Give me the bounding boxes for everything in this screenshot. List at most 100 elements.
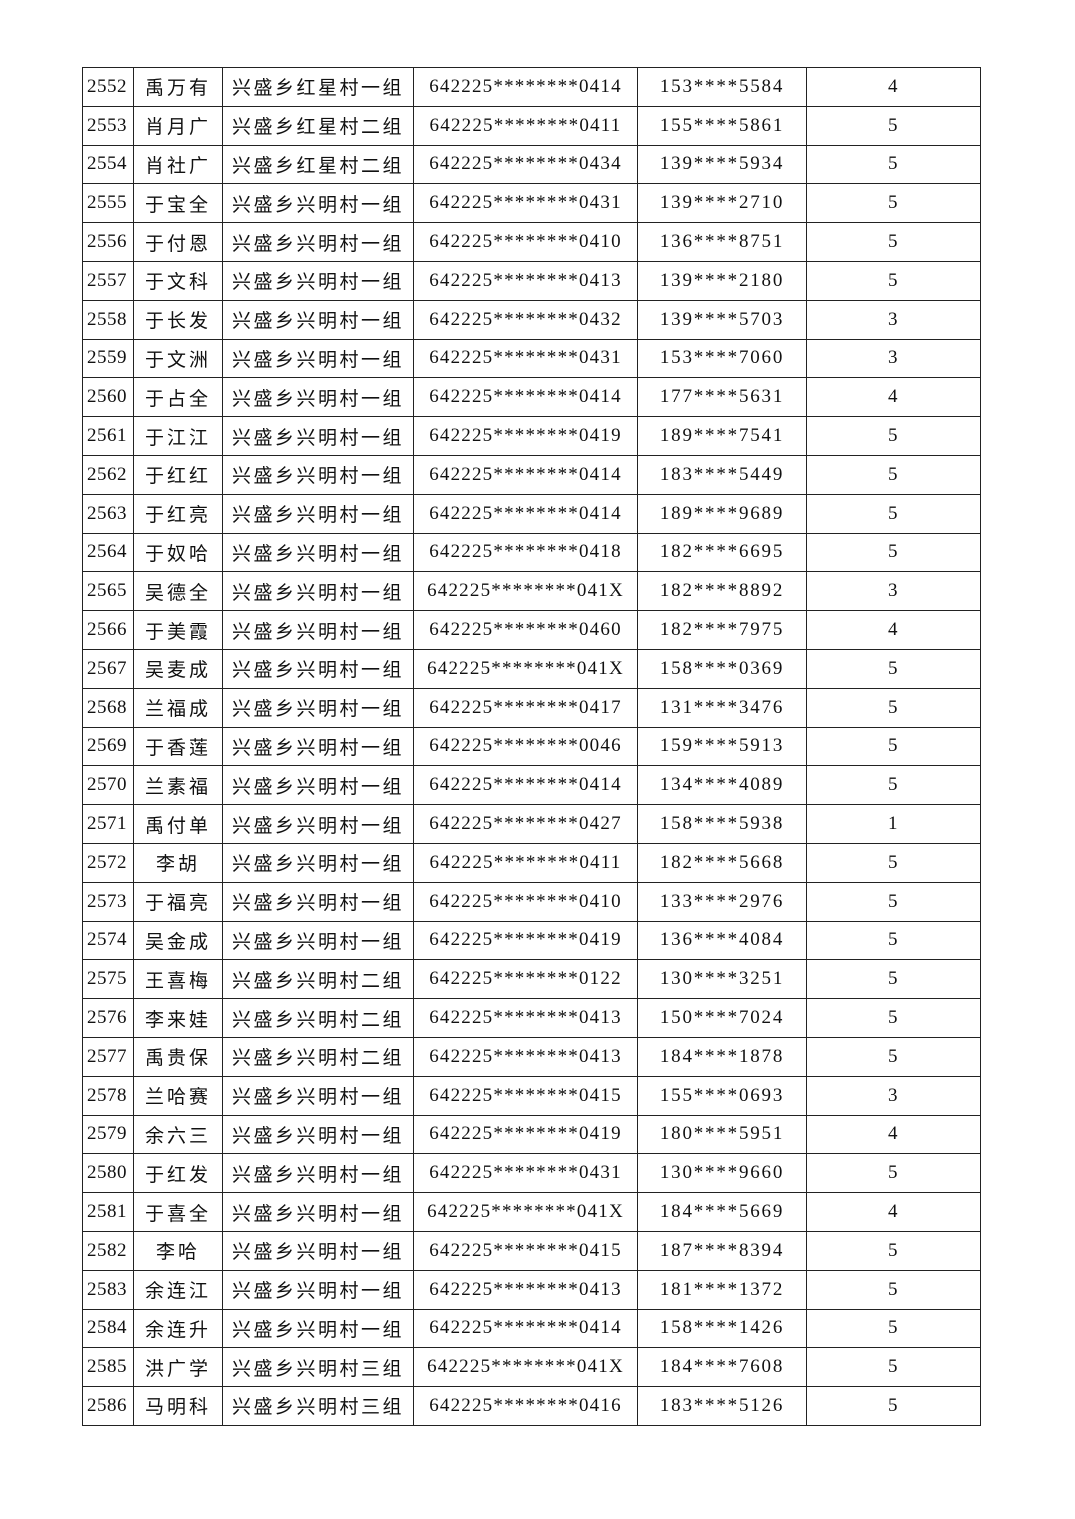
name-cell: 余六三 [133,1114,223,1155]
serial-number-cell: 2559 [82,338,134,379]
phone-cell: 184****5669 [637,1192,807,1232]
address-cell: 兴盛乡红星村一组 [222,67,414,107]
table-row: 2560 于占全 兴盛乡兴明村一组 642225********0414 177****… [82,377,981,418]
id-number-cell: 642225********041X [413,648,638,689]
serial-number-cell: 2554 [82,144,134,185]
id-number-cell: 642225********0419 [413,1114,638,1155]
table-row: 2581 于喜全 兴盛乡兴明村一组 642225********041X 184****… [82,1192,981,1232]
address-cell: 兴盛乡兴明村一组 [222,804,414,844]
phone-cell: 187****8394 [637,1230,807,1271]
serial-number-cell: 2574 [82,920,134,961]
id-number-cell: 642225********0413 [413,1269,638,1310]
phone-cell: 130****3251 [637,959,807,1000]
table-row: 2563 于红亮 兴盛乡兴明村一组 642225********0414 189****… [82,493,981,534]
table-row: 2559 于文洲 兴盛乡兴明村一组 642225********0431 153****… [82,338,981,379]
phone-cell: 182****8892 [637,571,807,612]
serial-number-cell: 2583 [82,1269,134,1310]
name-cell: 于占全 [133,377,223,418]
phone-cell: 130****9660 [637,1153,807,1194]
name-cell: 王喜梅 [133,959,223,1000]
household-size-cell: 5 [806,493,981,534]
id-number-cell: 642225********041X [413,1347,638,1388]
name-cell: 余连江 [133,1269,223,1310]
serial-number-cell: 2562 [82,454,134,495]
serial-number-cell: 2575 [82,959,134,1000]
name-cell: 于宝全 [133,183,223,224]
serial-number-cell: 2556 [82,222,134,262]
table-row: 2566 于美霞 兴盛乡兴明村一组 642225********0460 182****… [82,610,981,650]
phone-cell: 182****5668 [637,842,807,883]
household-size-cell: 5 [806,1153,981,1194]
phone-cell: 159****5913 [637,726,807,767]
household-size-cell: 5 [806,105,981,146]
serial-number-cell: 2561 [82,416,134,456]
name-cell: 于喜全 [133,1192,223,1232]
name-cell: 兰福成 [133,687,223,728]
address-cell: 兴盛乡兴明村二组 [222,959,414,1000]
serial-number-cell: 2572 [82,842,134,883]
id-number-cell: 642225********041X [413,1192,638,1232]
table-row: 2561 于江江 兴盛乡兴明村一组 642225********0419 189****… [82,416,981,456]
table-row: 2570 兰素福 兴盛乡兴明村一组 642225********0414 134****… [82,765,981,806]
table-row: 2584 余连升 兴盛乡兴明村一组 642225********0414 158****… [82,1308,981,1349]
phone-cell: 177****5631 [637,377,807,418]
table-row: 2552 禹万有 兴盛乡红星村一组 642225********0414 153****… [82,67,981,107]
household-size-cell: 4 [806,610,981,650]
name-cell: 于江江 [133,416,223,456]
address-cell: 兴盛乡兴明村一组 [222,687,414,728]
id-number-cell: 642225********0419 [413,416,638,456]
household-size-cell: 4 [806,377,981,418]
household-size-cell: 5 [806,1036,981,1077]
serial-number-cell: 2568 [82,687,134,728]
name-cell: 吴德全 [133,571,223,612]
address-cell: 兴盛乡兴明村一组 [222,1075,414,1116]
household-size-cell: 5 [806,260,981,301]
table-row: 2579 余六三 兴盛乡兴明村一组 642225********0419 180****… [82,1114,981,1155]
household-size-cell: 5 [806,222,981,262]
id-number-cell: 642225********0413 [413,260,638,301]
table-row: 2580 于红发 兴盛乡兴明村一组 642225********0431 130****… [82,1153,981,1194]
table-row: 2558 于长发 兴盛乡兴明村一组 642225********0432 139****… [82,299,981,340]
serial-number-cell: 2571 [82,804,134,844]
address-cell: 兴盛乡兴明村一组 [222,1153,414,1194]
phone-cell: 139****2180 [637,260,807,301]
phone-cell: 183****5449 [637,454,807,495]
household-size-cell: 5 [806,1386,981,1426]
id-number-cell: 642225********0410 [413,222,638,262]
phone-cell: 184****1878 [637,1036,807,1077]
table-row: 2557 于文科 兴盛乡兴明村一组 642225********0413 139****… [82,260,981,301]
address-cell: 兴盛乡兴明村一组 [222,648,414,689]
table-row: 2583 余连江 兴盛乡兴明村一组 642225********0413 181****… [82,1269,981,1310]
name-cell: 于红红 [133,454,223,495]
household-size-cell: 5 [806,416,981,456]
address-cell: 兴盛乡兴明村一组 [222,454,414,495]
phone-cell: 158****1426 [637,1308,807,1349]
phone-cell: 155****0693 [637,1075,807,1116]
table-row: 2571 禹付单 兴盛乡兴明村一组 642225********0427 158****… [82,804,981,844]
id-number-cell: 642225********0415 [413,1075,638,1116]
address-cell: 兴盛乡兴明村一组 [222,726,414,767]
address-cell: 兴盛乡兴明村一组 [222,1269,414,1310]
address-cell: 兴盛乡兴明村一组 [222,1308,414,1349]
phone-cell: 139****5934 [637,144,807,185]
address-cell: 兴盛乡兴明村一组 [222,1230,414,1271]
table-row: 2585 洪广学 兴盛乡兴明村三组 642225********041X 184****… [82,1347,981,1388]
id-number-cell: 642225********0432 [413,299,638,340]
serial-number-cell: 2576 [82,998,134,1038]
household-size-cell: 3 [806,299,981,340]
phone-cell: 158****5938 [637,804,807,844]
address-cell: 兴盛乡兴明村二组 [222,1036,414,1077]
id-number-cell: 642225********0427 [413,804,638,844]
address-cell: 兴盛乡兴明村一组 [222,571,414,612]
id-number-cell: 642225********0414 [413,67,638,107]
id-number-cell: 642225********0414 [413,765,638,806]
phone-cell: 150****7024 [637,998,807,1038]
serial-number-cell: 2580 [82,1153,134,1194]
address-cell: 兴盛乡兴明村一组 [222,338,414,379]
id-number-cell: 642225********0122 [413,959,638,1000]
household-size-cell: 5 [806,1269,981,1310]
address-cell: 兴盛乡兴明村一组 [222,920,414,961]
address-cell: 兴盛乡兴明村一组 [222,1192,414,1232]
household-size-cell: 5 [806,765,981,806]
table-body: 2552 禹万有 兴盛乡红星村一组 642225********0414 153****… [82,67,981,1426]
